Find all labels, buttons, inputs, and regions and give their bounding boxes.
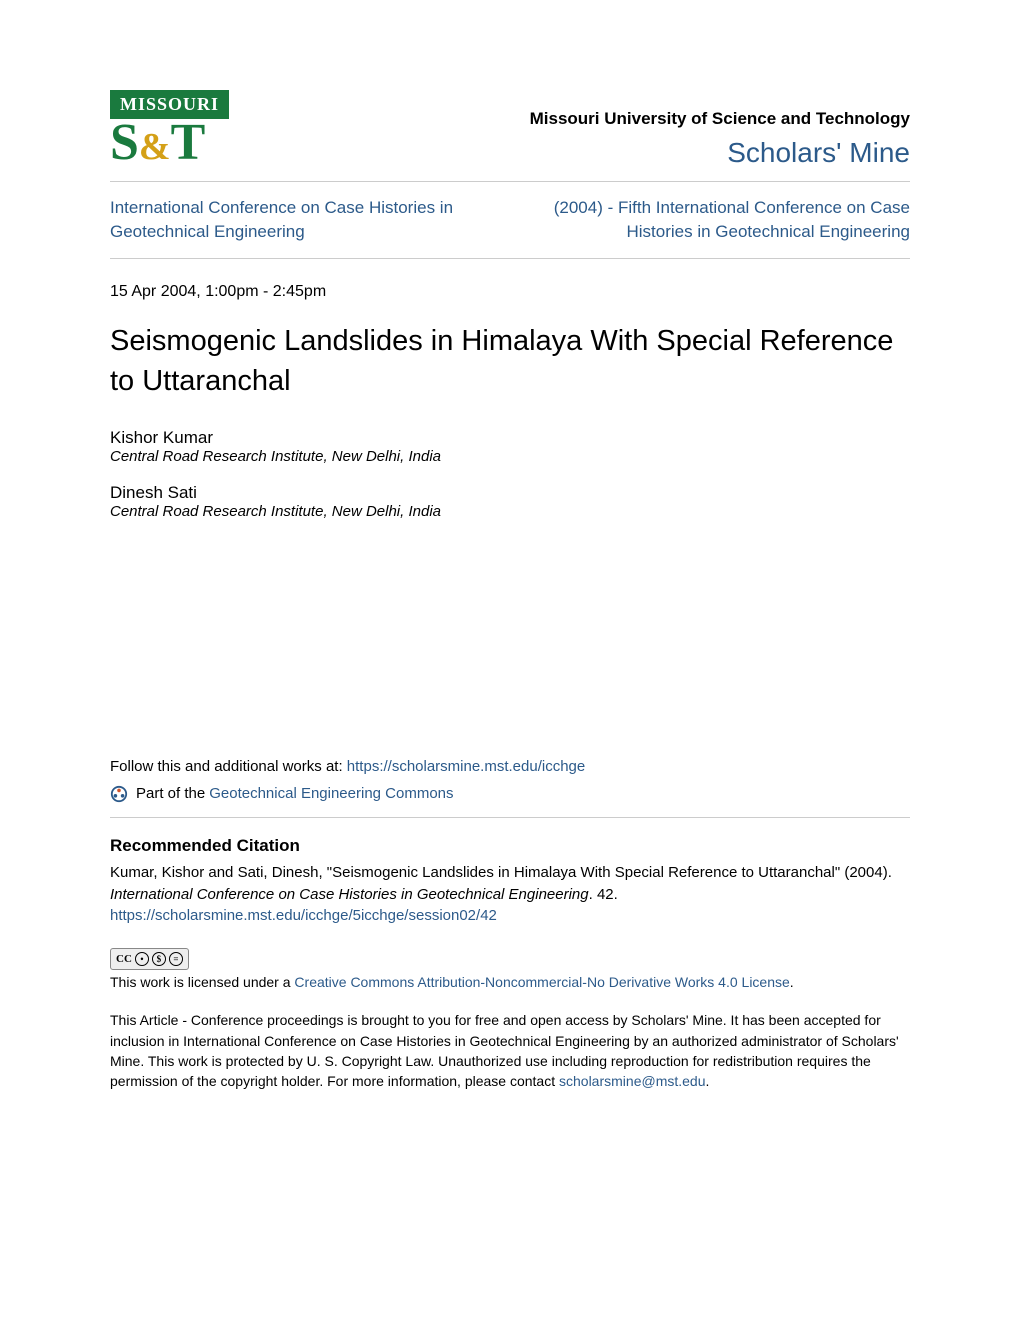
license-prefix: This work is licensed under a	[110, 974, 294, 990]
header-right: Missouri University of Science and Techn…	[530, 109, 910, 169]
cc-nd-icon: =	[169, 952, 183, 966]
network-line: Part of the Geotechnical Engineering Com…	[110, 785, 910, 803]
divider	[110, 258, 910, 259]
cc-badge-inner: CC • $ =	[116, 952, 183, 966]
follow-url-link[interactable]: https://scholarsmine.mst.edu/icchge	[347, 758, 585, 775]
citation-url-link[interactable]: https://scholarsmine.mst.edu/icchge/5icc…	[110, 907, 910, 924]
network-prefix: Part of the	[136, 785, 205, 802]
university-name: Missouri University of Science and Techn…	[530, 109, 910, 129]
conference-links-row: International Conference on Case Histori…	[110, 196, 910, 244]
author-block: Dinesh Sati Central Road Research Instit…	[110, 483, 910, 520]
conference-link-right[interactable]: (2004) - Fifth International Conference …	[497, 196, 910, 244]
follow-works-line: Follow this and additional works at: htt…	[110, 758, 910, 775]
footer-part2: .	[706, 1073, 710, 1089]
logo-s: S	[110, 114, 139, 171]
logo-amp: &	[139, 126, 171, 168]
header: MISSOURI S&T Missouri University of Scie…	[110, 90, 910, 169]
divider	[110, 181, 910, 182]
author-affiliation: Central Road Research Institute, New Del…	[110, 448, 910, 465]
divider	[110, 817, 910, 818]
logo-st-text: S&T	[110, 117, 205, 169]
cc-license-badge[interactable]: CC • $ =	[110, 948, 189, 970]
university-logo[interactable]: MISSOURI S&T	[110, 90, 229, 169]
cc-by-icon: •	[135, 952, 149, 966]
commons-link[interactable]: Geotechnical Engineering Commons	[209, 785, 453, 802]
paper-title: Seismogenic Landslides in Himalaya With …	[110, 321, 910, 402]
footer-text: This Article - Conference proceedings is…	[110, 1010, 910, 1091]
network-icon	[110, 785, 128, 803]
cc-nc-icon: $	[152, 952, 166, 966]
citation-part1: Kumar, Kishor and Sati, Dinesh, "Seismog…	[110, 864, 892, 881]
author-affiliation: Central Road Research Institute, New Del…	[110, 503, 910, 520]
follow-prefix: Follow this and additional works at:	[110, 758, 347, 775]
conference-link-left[interactable]: International Conference on Case Histori…	[110, 196, 457, 244]
author-name: Kishor Kumar	[110, 428, 910, 448]
session-datetime: 15 Apr 2004, 1:00pm - 2:45pm	[110, 283, 910, 301]
author-block: Kishor Kumar Central Road Research Insti…	[110, 428, 910, 465]
cc-text: CC	[116, 953, 132, 965]
author-name: Dinesh Sati	[110, 483, 910, 503]
license-text: This work is licensed under a Creative C…	[110, 974, 910, 990]
citation-text: Kumar, Kishor and Sati, Dinesh, "Seismog…	[110, 862, 910, 906]
contact-email-link[interactable]: scholarsmine@mst.edu	[559, 1073, 706, 1089]
footer-part1: This Article - Conference proceedings is…	[110, 1012, 899, 1089]
citation-italic: International Conference on Case Histori…	[110, 886, 589, 903]
repository-name-link[interactable]: Scholars' Mine	[530, 137, 910, 169]
logo-t: T	[171, 114, 206, 171]
license-link[interactable]: Creative Commons Attribution-Noncommerci…	[294, 974, 789, 990]
spacer	[110, 538, 910, 758]
recommended-citation-heading: Recommended Citation	[110, 836, 910, 856]
license-suffix: .	[790, 974, 794, 990]
citation-part2: . 42.	[589, 886, 618, 903]
